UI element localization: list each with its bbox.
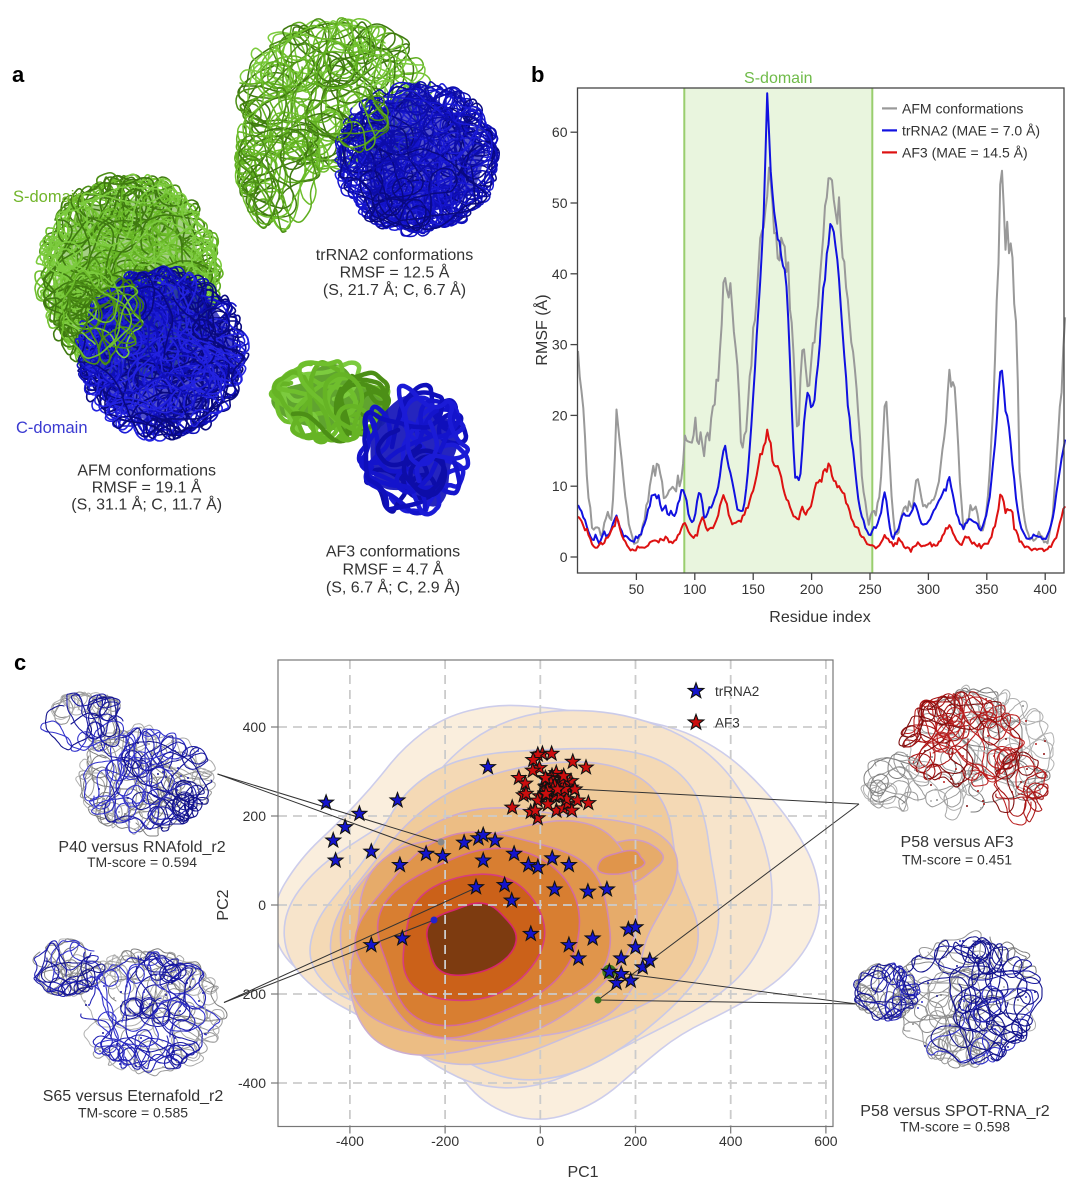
svg-text:(S, 6.7 Å; C, 2.9 Å): (S, 6.7 Å; C, 2.9 Å)	[326, 578, 460, 597]
svg-text:C-domain: C-domain	[16, 419, 88, 437]
svg-text:50: 50	[629, 581, 645, 597]
svg-text:100: 100	[683, 581, 707, 597]
svg-text:P58 versus SPOT-RNA_r2: P58 versus SPOT-RNA_r2	[860, 1103, 1050, 1120]
svg-text:trRNA2 conformations: trRNA2 conformations	[316, 247, 473, 264]
svg-text:b: b	[531, 62, 544, 87]
svg-text:trRNA2 (MAE = 7.0 Å): trRNA2 (MAE = 7.0 Å)	[902, 122, 1040, 138]
svg-text:-400: -400	[336, 1133, 364, 1149]
svg-text:400: 400	[1034, 581, 1058, 597]
svg-text:-200: -200	[238, 986, 266, 1002]
svg-text:200: 200	[800, 581, 824, 597]
svg-text:30: 30	[552, 337, 568, 353]
svg-text:-200: -200	[431, 1133, 459, 1149]
svg-text:300: 300	[917, 581, 941, 597]
svg-text:PC2: PC2	[215, 889, 232, 920]
svg-text:400: 400	[719, 1133, 743, 1149]
svg-text:50: 50	[552, 195, 568, 211]
svg-text:S-domain: S-domain	[744, 70, 812, 87]
svg-text:200: 200	[243, 808, 267, 824]
svg-text:400: 400	[243, 719, 267, 735]
svg-text:trRNA2: trRNA2	[715, 684, 759, 699]
svg-text:0: 0	[560, 549, 568, 565]
svg-text:20: 20	[552, 407, 568, 423]
svg-text:AFM conformations: AFM conformations	[902, 100, 1023, 116]
svg-text:AF3: AF3	[715, 716, 740, 731]
svg-text:AF3 (MAE = 14.5 Å): AF3 (MAE = 14.5 Å)	[902, 144, 1028, 160]
svg-text:250: 250	[858, 581, 882, 597]
svg-text:(S, 21.7 Å; C, 6.7 Å): (S, 21.7 Å; C, 6.7 Å)	[323, 280, 466, 299]
svg-text:40: 40	[552, 266, 568, 282]
svg-text:200: 200	[624, 1133, 648, 1149]
svg-text:0: 0	[258, 897, 266, 913]
svg-text:AF3 conformations: AF3 conformations	[326, 544, 460, 561]
svg-text:P40 versus RNAfold_r2: P40 versus RNAfold_r2	[58, 839, 225, 856]
svg-text:c: c	[14, 650, 26, 675]
svg-text:600: 600	[814, 1133, 838, 1149]
svg-text:RMSF = 19.1 Å: RMSF = 19.1 Å	[92, 478, 202, 497]
svg-text:S-domain: S-domain	[13, 188, 84, 206]
svg-text:10: 10	[552, 478, 568, 494]
svg-text:a: a	[12, 62, 25, 87]
svg-text:PC1: PC1	[567, 1164, 598, 1181]
svg-text:Residue index: Residue index	[769, 609, 870, 626]
svg-text:-400: -400	[238, 1075, 266, 1091]
svg-text:S65 versus Eternafold_r2: S65 versus Eternafold_r2	[43, 1088, 224, 1105]
svg-text:60: 60	[552, 124, 568, 140]
svg-text:RMSF = 12.5 Å: RMSF = 12.5 Å	[340, 263, 450, 282]
svg-text:AFM conformations: AFM conformations	[77, 463, 216, 480]
svg-text:TM-score = 0.594: TM-score = 0.594	[87, 854, 197, 870]
svg-text:150: 150	[742, 581, 766, 597]
svg-text:(S, 31.1 Å; C, 11.7 Å): (S, 31.1 Å; C, 11.7 Å)	[71, 495, 222, 514]
svg-text:P58 versus AF3: P58 versus AF3	[901, 834, 1014, 851]
svg-text:RMSF = 4.7 Å: RMSF = 4.7 Å	[343, 560, 444, 579]
svg-text:350: 350	[975, 581, 999, 597]
svg-text:TM-score = 0.598: TM-score = 0.598	[900, 1119, 1010, 1135]
svg-text:TM-score = 0.585: TM-score = 0.585	[78, 1105, 188, 1121]
svg-text:0: 0	[536, 1133, 544, 1149]
svg-text:RMSF (Å): RMSF (Å)	[532, 294, 551, 365]
svg-text:TM-score = 0.451: TM-score = 0.451	[902, 852, 1012, 868]
